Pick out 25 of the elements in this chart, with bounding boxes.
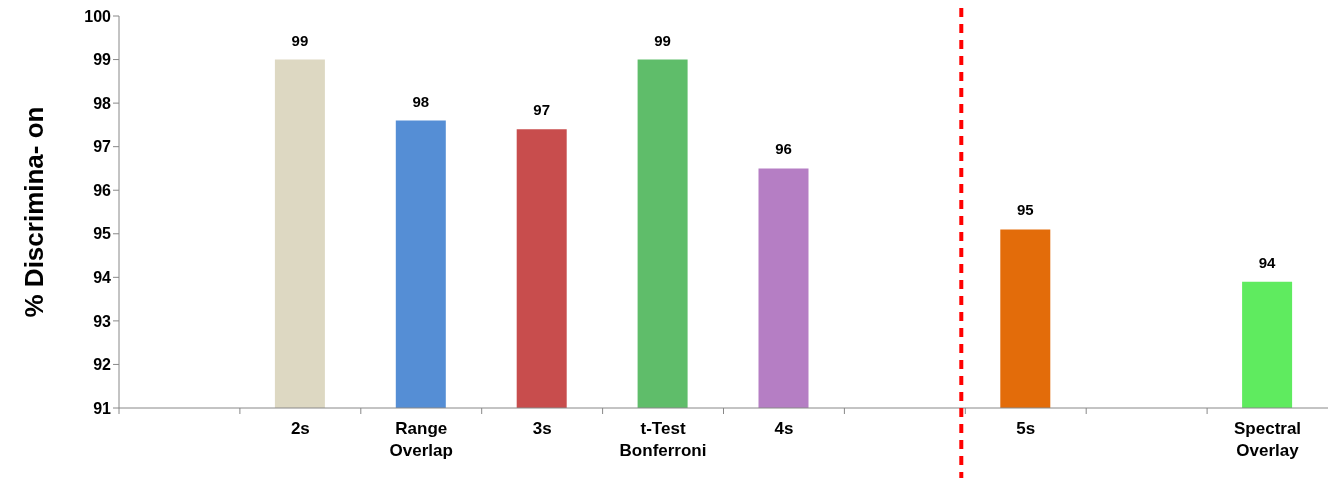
y-tick-label: 96 <box>93 181 112 199</box>
y-tick-label: 94 <box>93 269 112 287</box>
x-tick-label: t-Test Bonferroni <box>619 419 707 460</box>
y-tick-label: 99 <box>93 51 112 69</box>
x-tick-label: Spectral Overlay <box>1234 419 1302 460</box>
y-tick-label: 97 <box>93 138 112 156</box>
data-label: 98 <box>412 92 430 110</box>
x-tick-label: 4s <box>774 419 794 438</box>
y-tick-label: 100 <box>84 7 112 25</box>
y-tick-label: 95 <box>93 225 112 243</box>
y-tick-label: 91 <box>93 399 112 417</box>
x-tick-label: 2s <box>290 419 310 438</box>
data-label: 96 <box>775 140 792 158</box>
data-label: 95 <box>1016 201 1034 219</box>
x-tick-label: Range Overlap <box>389 419 453 460</box>
x-tick-label: 3s <box>532 419 552 438</box>
y-tick-label: 98 <box>93 94 112 112</box>
data-label: 99 <box>291 31 309 49</box>
data-label: 99 <box>654 31 671 49</box>
y-tick-label: 93 <box>93 312 112 330</box>
x-tick-label: 5s <box>1016 419 1036 438</box>
y-tick-label: 92 <box>93 356 112 374</box>
data-label: 94 <box>1258 253 1277 271</box>
y-axis-title: % Discrimina- on <box>19 106 50 318</box>
data-label: 97 <box>533 101 551 119</box>
